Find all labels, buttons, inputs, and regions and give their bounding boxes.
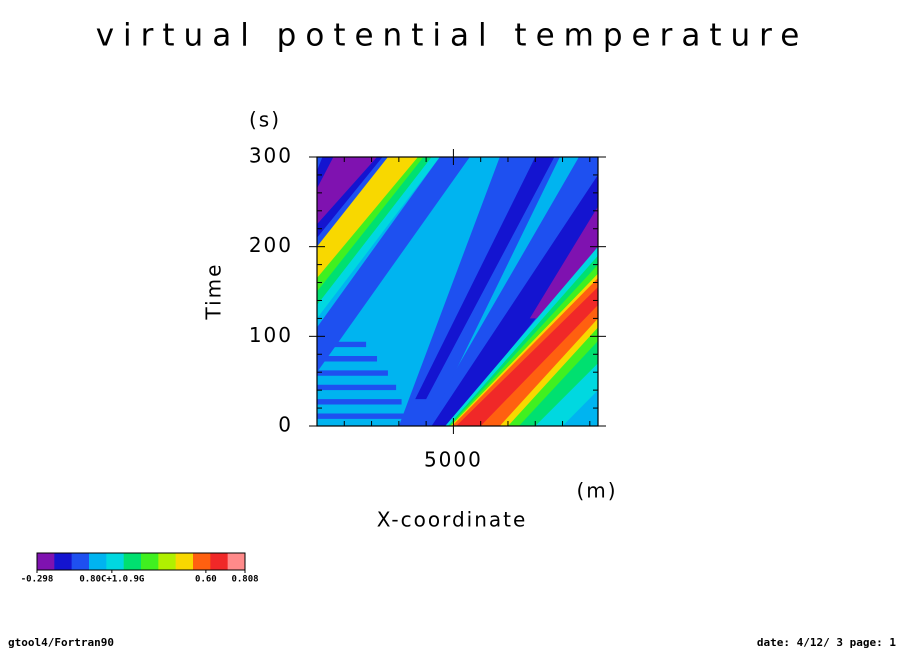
- contour-band: [317, 384, 397, 391]
- footer-left: gtool4/Fortran90: [8, 636, 114, 649]
- contour-band: [317, 341, 367, 348]
- contour-band: [317, 370, 388, 376]
- contour-band: [317, 399, 402, 405]
- chart-title: virtual potential temperature: [96, 18, 809, 54]
- colorbar-swatch: [54, 553, 72, 570]
- x-unit: (m): [576, 479, 617, 503]
- contour-band: [317, 356, 378, 362]
- contour-band: [317, 157, 378, 225]
- contour-band: [415, 157, 555, 400]
- contour-band: [317, 157, 418, 279]
- contour-band: [456, 287, 598, 426]
- colorbar-swatch: [141, 553, 159, 570]
- y-tick-label: 200: [249, 233, 293, 257]
- contour-band: [317, 413, 408, 419]
- colorbar-swatch: [37, 553, 55, 570]
- contour-band: [431, 174, 598, 426]
- colorbar-label: 0.60: [195, 575, 217, 585]
- y-tick-label: 300: [249, 144, 293, 168]
- y-axis-label: Time: [202, 263, 226, 321]
- colorbar-swatch: [106, 553, 124, 570]
- y-unit: (s): [249, 108, 281, 132]
- axes: 5000 0 100 200 300 -0.298 0.80C+1.0.9G 0.60 0.80…: [21, 144, 606, 585]
- colorbar-swatch: [123, 553, 142, 570]
- footer-right: date: 4/12/ 3 page: 1: [757, 636, 896, 649]
- contour-band: [452, 278, 598, 426]
- colorbar-swatch: [71, 553, 90, 570]
- x-tick-label: 5000: [424, 448, 483, 472]
- colorbar-label: -0.298: [21, 575, 54, 585]
- contour-field: [317, 157, 598, 426]
- colorbar-label: 0.808: [231, 575, 258, 585]
- contour-band: [317, 157, 470, 373]
- contour-band: [529, 206, 598, 319]
- contour-band: [447, 255, 598, 426]
- colorbar-swatch: [175, 553, 194, 570]
- colorbar-frame: [36, 552, 246, 571]
- colorbar-swatch: [210, 553, 228, 570]
- colorbar-swatch: [158, 553, 176, 570]
- y-tick-label: 0: [278, 413, 293, 437]
- contour-band: [450, 273, 598, 426]
- colorbar-swatch: [89, 553, 107, 570]
- y-tick-label: 100: [249, 323, 293, 347]
- plot-frame: [316, 156, 599, 427]
- colorbar-label: 0.80C+1.0.9G: [79, 575, 144, 585]
- contour-band: [423, 157, 598, 426]
- colorbar-swatch: [193, 553, 211, 570]
- x-axis-label: X-coordinate: [377, 508, 528, 532]
- colorbar-swatch: [227, 553, 246, 570]
- contour-band: [449, 264, 598, 426]
